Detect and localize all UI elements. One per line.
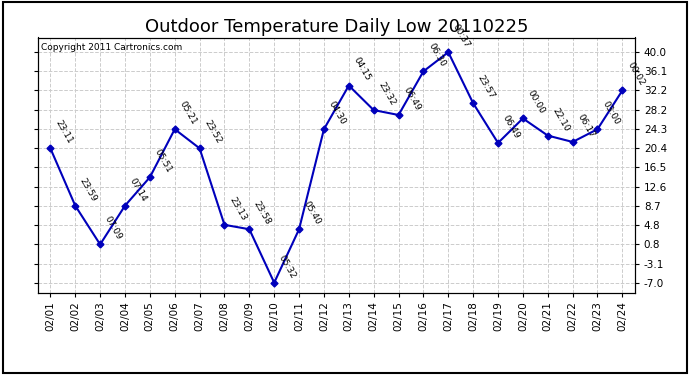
- Text: 06:30: 06:30: [426, 42, 447, 69]
- Text: 07:14: 07:14: [128, 176, 148, 203]
- Text: 06:49: 06:49: [501, 113, 522, 140]
- Text: 07:09: 07:09: [103, 215, 124, 242]
- Text: 00:00: 00:00: [526, 89, 546, 116]
- Text: 23:11: 23:11: [53, 119, 74, 146]
- Text: 00:37: 00:37: [451, 22, 472, 50]
- Text: Copyright 2011 Cartronics.com: Copyright 2011 Cartronics.com: [41, 43, 182, 52]
- Text: 22:10: 22:10: [551, 106, 571, 133]
- Text: 06:49: 06:49: [402, 86, 422, 112]
- Text: 04:30: 04:30: [327, 100, 347, 126]
- Title: Outdoor Temperature Daily Low 20110225: Outdoor Temperature Daily Low 20110225: [145, 18, 528, 36]
- Text: 23:59: 23:59: [78, 176, 99, 203]
- Text: 05:32: 05:32: [277, 253, 297, 280]
- Text: 00:02: 00:02: [625, 61, 646, 88]
- Text: 23:52: 23:52: [202, 119, 223, 146]
- Text: 23:57: 23:57: [476, 74, 497, 100]
- Text: 03:00: 03:00: [600, 99, 621, 126]
- Text: 23:32: 23:32: [377, 81, 397, 107]
- Text: 05:40: 05:40: [302, 200, 322, 226]
- Text: 23:58: 23:58: [252, 200, 273, 226]
- Text: 06:17: 06:17: [575, 112, 596, 139]
- Text: 23:13: 23:13: [227, 195, 248, 222]
- Text: 05:51: 05:51: [152, 148, 173, 174]
- Text: 05:21: 05:21: [177, 100, 198, 126]
- Text: 04:15: 04:15: [352, 56, 373, 83]
